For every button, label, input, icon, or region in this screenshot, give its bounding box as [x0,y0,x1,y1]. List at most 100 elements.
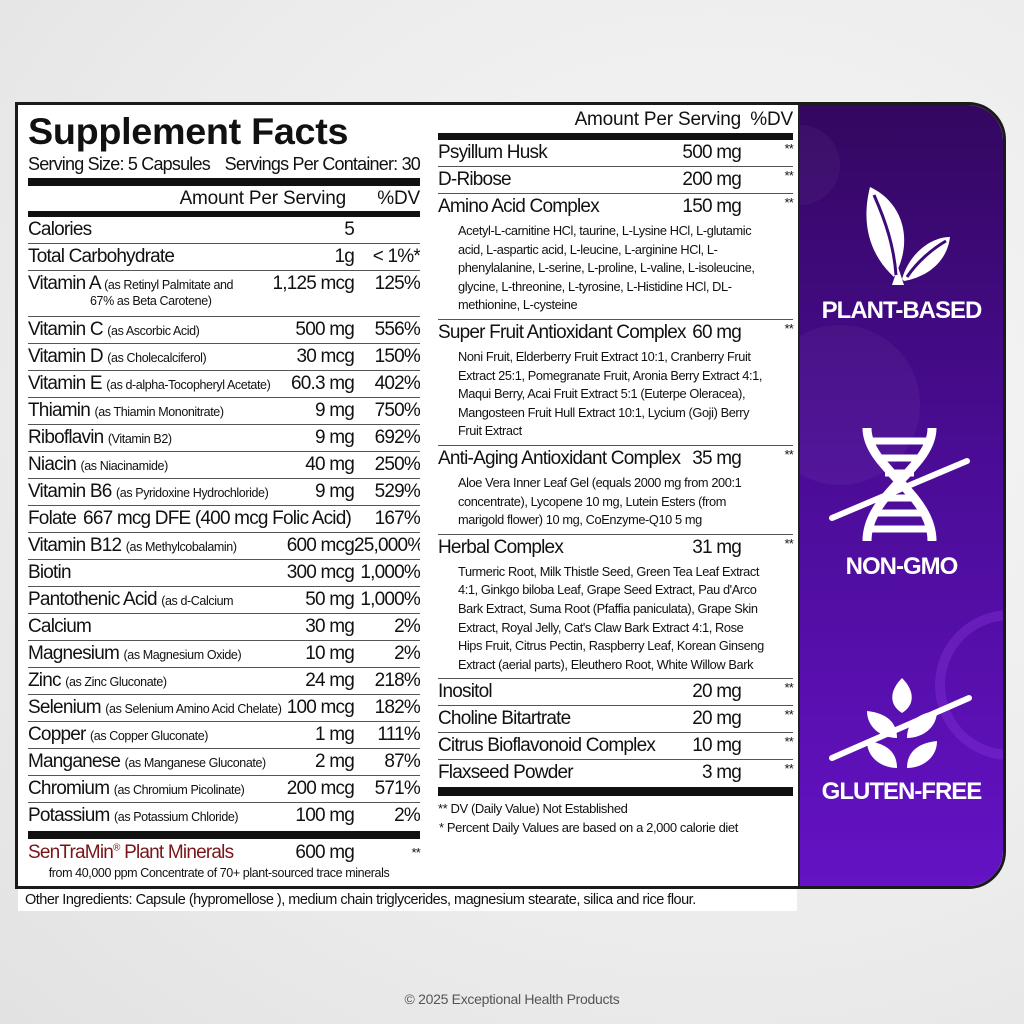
nutrient-row: Riboflavin (Vitamin B2) 9 mg 692% [28,425,420,452]
nutrient-dv: 2% [394,643,420,664]
ingredient-row: Anti-Aging Antioxidant Complex 35 mg ** Alo… [438,446,794,535]
nutrient-source: (as d-alpha-Tocopheryl Acetate) [106,378,271,392]
ingredient-row: Citrus Bioflavonoid Complex 10 mg ** [438,733,794,761]
nutrient-row: Vitamin D (as Cholecalciferol) 30 mcg 150% [28,344,420,371]
ingredient-description: Aloe Vera Inner Leaf Gel (equals 2000 mg… [458,474,742,528]
divider [28,831,420,839]
nutrient-name: Vitamin C [28,319,104,340]
column-header-right: Amount Per Serving %DV [438,109,794,131]
ingredient-name: D-Ribose [438,169,512,190]
nutrient-source: (as Potassium Chloride) [114,810,239,824]
nutrient-name: Copper [28,724,86,745]
nutrient-amount: 50 mg [305,589,355,610]
ingredient-description: Turmeric Root, Milk Thistle Seed, Green … [458,563,764,672]
ingredient-row: Amino Acid Complex 150 mg ** Acetyl-L-carni… [438,194,794,320]
nutrient-dv: 692% [374,427,420,448]
ingredient-dv: ** [784,680,793,696]
nutrient-name-cell: Calcium [28,614,305,640]
sentramin-amount: 600 mg [295,842,354,863]
ingredient-dv: ** [784,320,793,336]
nutrient-row: Vitamin C (as Ascorbic Acid) 500 mg 556% [28,317,420,344]
divider [438,133,793,140]
nutrient-dv: 2% [394,616,420,637]
nutrient-amount: 10 mg [305,643,355,664]
nutrient-name: Selenium [28,697,102,718]
amount-header: Amount Per Serving [179,188,347,209]
nutrient-row: Vitamin E (as d-alpha-Tocopheryl Acetate… [28,371,420,398]
left-column: Supplement Facts Serving Size: 5 Capsule… [28,105,421,881]
nutrient-dv: 250% [374,454,420,475]
nutrient-dv: 218% [374,670,420,691]
nutrient-name-cell: Total Carbohydrate [28,244,334,270]
nutrient-name: Vitamin E [28,373,103,394]
nutrient-row: Vitamin A (as Retinyl Palmitate and 67% a… [28,271,420,317]
sentramin-row: SenTraMin® Plant Minerals 600 mg ** [28,841,421,866]
nutrient-amount: 600 mcg [286,535,355,556]
sentramin-name-rest: Plant Minerals [119,842,234,863]
dv-header: %DV [750,109,793,130]
nutrient-name: Biotin [28,562,72,583]
ingredient-dv: ** [784,707,793,723]
nutrient-name: Vitamin D [28,346,104,367]
ingredient-dv: ** [784,761,793,777]
nutrient-dv: 1,000% [360,562,420,583]
ingredient-amount: 20 mg [692,681,742,703]
nutrient-amount: 40 mg [305,454,355,475]
nutrient-name: Folate [28,508,77,529]
nutrient-dv: 402% [374,373,420,394]
nutrient-amount: 1g [334,246,354,267]
nutrient-amount: 30 mg [305,616,355,637]
badge-label: NON-GMO [845,553,959,580]
nutrient-name: Vitamin B12 [28,535,122,556]
nutrient-name: Calories [28,219,92,240]
nutrient-row: Thiamin (as Thiamin Mononitrate) 9 mg 750% [28,398,420,425]
badge-plant-based: PLANT-BASED [800,177,1003,325]
ingredient-amount: 20 mg [692,708,742,730]
badge-gluten-free: GLUTEN-FREE [800,673,1003,806]
nutrient-name: Niacin [28,454,77,475]
nutrient-name: Zinc [28,670,61,691]
nutrient-dv: 556% [374,319,420,340]
wheat-crossed-icon [828,678,972,768]
nutrient-row: Chromium (as Chromium Picolinate) 200 mcg… [28,776,420,803]
badge-panel: PLANT-BASED NON-GMO GLUTEN-FREE [798,105,1003,886]
ingredient-amount: 200 mg [682,169,741,190]
nutrient-amount: 24 mg [305,670,355,691]
ingredient-dv: ** [784,141,793,156]
dv-header: %DV [377,188,420,209]
nutrient-source: (as Pyridoxine Hydrochloride) [116,486,269,500]
nutrient-name: Pantothenic Acid [28,589,158,610]
ingredient-row: Super Fruit Antioxidant Complex 60 mg ** No… [438,320,794,446]
nutrient-source: (as Retinyl Palmitate and [104,278,234,292]
nutrient-row: Calories 5 [28,217,420,244]
nutrient-row: Pantothenic Acid (as d-Calcium Pantothen… [28,587,420,614]
ingredient-name: Super Fruit Antioxidant Complex [438,321,686,343]
nutrient-amount: 1 mg [314,724,355,745]
nutrient-row: Selenium (as Selenium Amino Acid Chelate… [28,695,420,722]
nutrient-name-cell: Riboflavin (Vitamin B2) [28,425,315,451]
nutrient-name: Vitamin A [28,273,100,294]
nutrient-dv: 167% [374,508,420,529]
nutrient-source: (as d-Calcium Pantothenate) [161,594,234,608]
nutrient-source: (as Copper Gluconate) [90,729,209,743]
nutrient-name-cell: Vitamin B12 (as Methylcobalamin) [28,533,287,559]
nutrient-source: (as Thiamin Mononitrate) [94,405,224,419]
ingredient-amount: 60 mg [692,321,742,343]
background-decoration [800,125,1003,760]
nutrient-row: Biotin 300 mcg 1,000% [28,560,420,587]
footnote-percent: * Percent Daily Values are based on a 2,… [439,820,738,836]
ingredient-name: Inositol [438,681,493,703]
nutrient-row: Total Carbohydrate 1g < 1%* [28,244,420,271]
nutrient-dv: 571% [374,778,420,799]
nutrient-amount: 500 mg [295,319,354,340]
nutrient-row: Copper (as Copper Gluconate) 1 mg 111% [28,722,420,749]
nutrient-row: Manganese (as Manganese Gluconate) 2 mg 87… [28,749,420,776]
nutrient-name-cell: Pantothenic Acid (as d-Calcium Pantothen… [28,587,305,613]
nutrient-name-cell: Vitamin A (as Retinyl Palmitate and 67% a… [28,271,272,309]
nutrient-row: Vitamin B12 (as Methylcobalamin) 600 mcg 2… [28,533,420,560]
ingredient-amount: 500 mg [682,142,741,163]
nutrient-dv: < 1%* [372,246,420,267]
divider [28,178,420,186]
divider [28,211,420,217]
nutrient-name: Riboflavin [28,427,104,448]
